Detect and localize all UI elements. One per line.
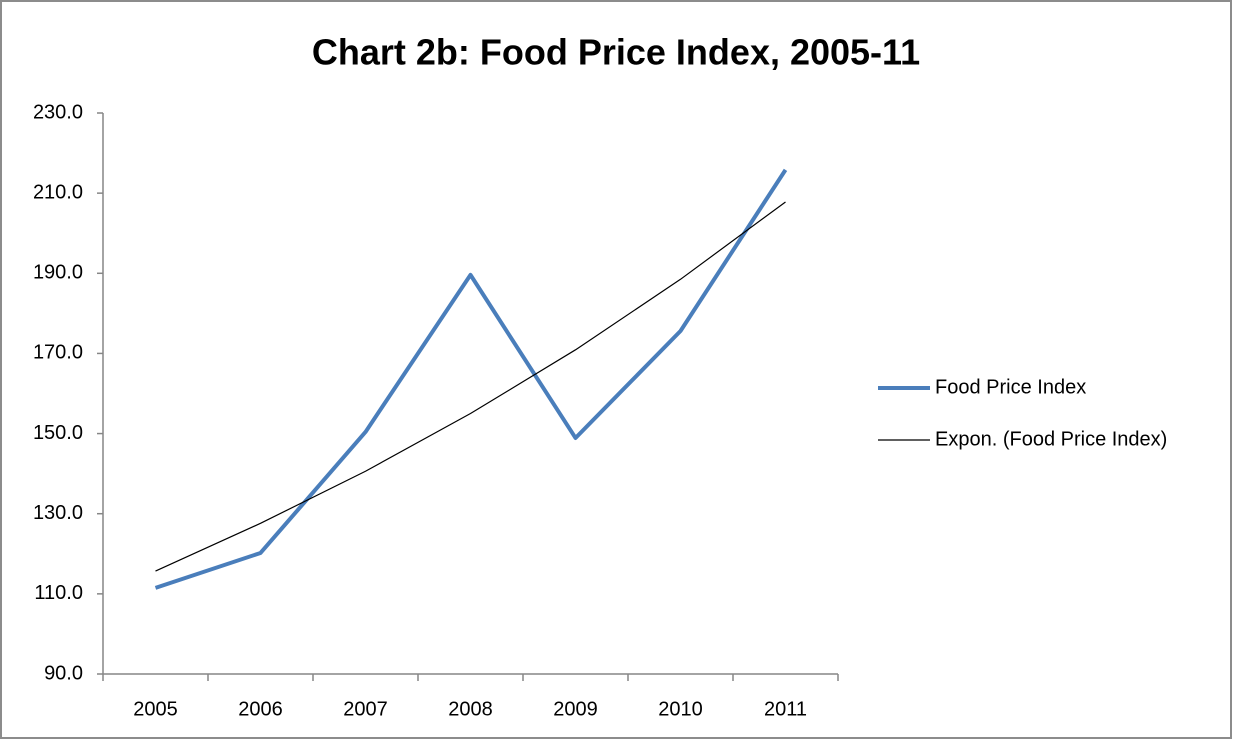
y-tick-label: 150.0 xyxy=(33,422,83,444)
y-tick-label: 170.0 xyxy=(33,342,83,364)
x-tick-label: 2010 xyxy=(658,698,703,720)
y-tick-label: 190.0 xyxy=(33,262,83,284)
y-tick-label: 210.0 xyxy=(33,181,83,203)
legend-label: Food Price Index xyxy=(935,376,1086,398)
x-tick-label: 2005 xyxy=(133,698,178,720)
x-tick-label: 2007 xyxy=(343,698,388,720)
x-tick-label: 2009 xyxy=(553,698,598,720)
x-tick-label: 2006 xyxy=(238,698,283,720)
legend-label: Expon. (Food Price Index) xyxy=(935,428,1167,450)
y-tick-label: 110.0 xyxy=(34,582,83,604)
y-tick-label: 230.0 xyxy=(33,101,83,123)
x-tick-label: 2011 xyxy=(764,698,807,720)
series-line xyxy=(155,201,786,572)
y-tick-label: 90.0 xyxy=(44,662,83,684)
y-tick-label: 130.0 xyxy=(33,502,83,524)
x-tick-label: 2008 xyxy=(448,698,493,720)
chart-title: Chart 2b: Food Price Index, 2005-11 xyxy=(312,32,920,73)
series-line xyxy=(154,168,788,590)
